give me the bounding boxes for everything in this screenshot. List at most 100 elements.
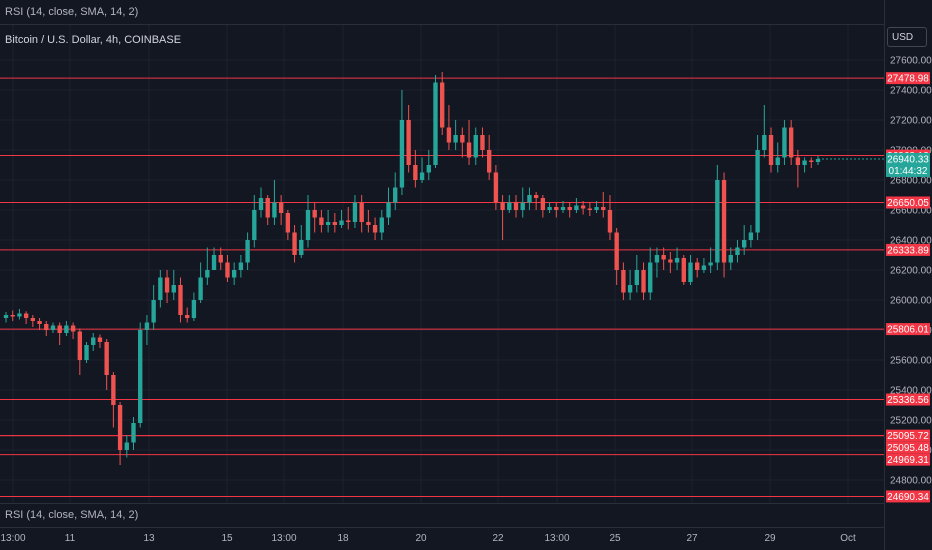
candle-body — [211, 255, 217, 270]
candle-body — [10, 315, 15, 317]
indicator-label-top[interactable]: RSI (14, close, SMA, 14, 2) — [5, 6, 139, 18]
candle — [815, 156, 821, 165]
level-label-bg — [886, 196, 930, 209]
price-tick-label: 26800.00 — [890, 176, 932, 187]
candle-body — [748, 232, 754, 240]
candle — [386, 187, 391, 225]
candle — [500, 195, 505, 240]
candle-body — [225, 262, 230, 278]
time-tick-label: 13:00 — [544, 533, 569, 544]
candle — [560, 201, 566, 213]
candle — [668, 252, 673, 273]
price-tick-label: 25400.00 — [890, 386, 932, 397]
candle — [3, 312, 9, 323]
candle-body — [574, 205, 579, 210]
candle-body — [406, 120, 411, 165]
candle-body — [507, 202, 512, 210]
candle-body — [815, 159, 821, 162]
candle-body — [104, 342, 109, 375]
candle — [138, 322, 143, 428]
time-tick-label: Oct — [840, 533, 856, 544]
candle-body — [164, 277, 170, 293]
candle — [406, 105, 411, 173]
candle-body — [594, 207, 599, 210]
candle-body — [762, 135, 767, 150]
candle-body — [695, 262, 700, 270]
candle — [252, 195, 257, 248]
candle-body — [728, 255, 733, 263]
current-price-bg — [886, 152, 930, 177]
candle-body — [627, 285, 633, 293]
candle — [325, 210, 331, 233]
candle-body — [379, 217, 384, 233]
candle-body — [218, 255, 223, 263]
candle-body — [332, 222, 338, 225]
candle-body — [419, 172, 425, 180]
candle-body — [527, 195, 532, 203]
candle — [587, 202, 593, 216]
candle — [211, 247, 217, 270]
candle — [440, 72, 445, 135]
time-tick-label: 13 — [143, 533, 155, 544]
candle — [661, 247, 666, 270]
candle-body — [688, 262, 693, 282]
level-label-bg — [886, 441, 930, 454]
candle — [594, 201, 599, 213]
candle — [50, 322, 56, 333]
time-tick-label: 13:00 — [271, 533, 296, 544]
level-label: 26650.05 — [887, 198, 929, 209]
candle-body — [158, 277, 163, 300]
candle-body — [23, 313, 29, 318]
candle-body — [601, 207, 606, 210]
candle-body — [231, 270, 237, 278]
candle — [124, 435, 129, 458]
candle-body — [352, 202, 358, 222]
candle-body — [205, 270, 210, 278]
candle — [426, 150, 431, 180]
time-axis-divider — [0, 527, 884, 528]
candle — [795, 150, 801, 188]
currency-button[interactable]: USD — [887, 27, 927, 47]
candle-body — [339, 220, 344, 225]
candle — [513, 195, 519, 218]
candle-body — [587, 208, 593, 210]
candle-body — [466, 142, 472, 158]
candle-body — [708, 262, 713, 266]
candle — [768, 127, 774, 173]
candle-body — [674, 258, 680, 263]
candle-body — [426, 165, 431, 173]
indicator-label-bottom[interactable]: RSI (14, close, SMA, 14, 2) — [5, 509, 139, 521]
candle-body — [453, 135, 458, 143]
candle-body — [614, 232, 619, 270]
indicator-pane-bottom: RSI (14, close, SMA, 14, 2) — [0, 503, 884, 526]
candle — [809, 157, 814, 168]
candle — [17, 309, 22, 320]
candle-body — [788, 127, 794, 158]
candle — [393, 172, 398, 210]
candle-body — [359, 202, 364, 222]
candle — [614, 228, 619, 285]
candle — [453, 120, 458, 150]
candle-body — [641, 270, 646, 293]
candle-body — [299, 240, 304, 255]
candle — [171, 270, 176, 300]
candle-body — [386, 202, 391, 218]
candle — [258, 187, 264, 218]
candle — [178, 277, 183, 323]
candle-body — [70, 325, 76, 332]
candle — [151, 285, 156, 330]
price-tick-label: 26000.00 — [890, 296, 932, 307]
candle-body — [238, 262, 244, 270]
candle-body — [486, 150, 492, 173]
candle-body — [580, 205, 586, 209]
level-label-bg — [886, 393, 930, 406]
price-tick-label: 26200.00 — [890, 266, 932, 277]
candle — [346, 207, 351, 230]
candle — [728, 247, 733, 270]
candle — [721, 172, 727, 278]
candle — [144, 315, 150, 345]
candle — [654, 247, 660, 278]
candle — [460, 127, 465, 158]
candle-body — [57, 325, 62, 333]
